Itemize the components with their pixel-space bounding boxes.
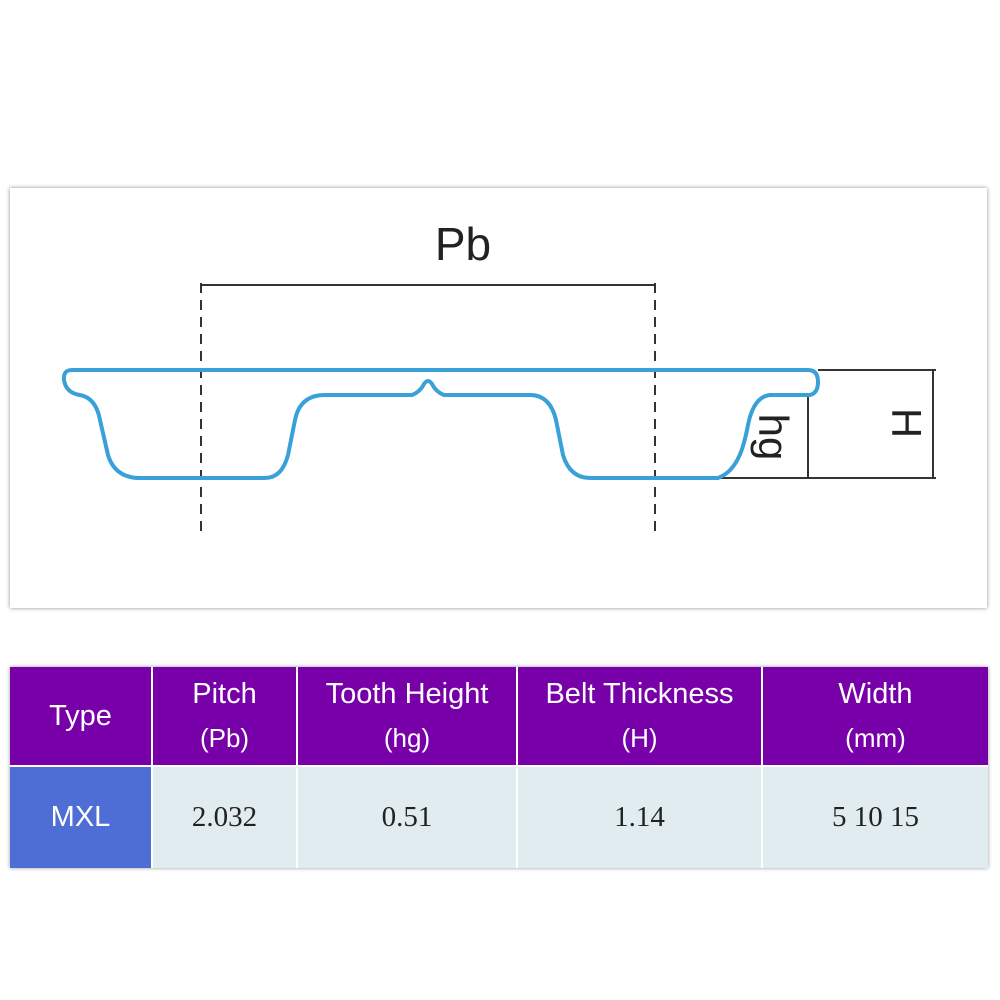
header-cell: Type (10, 667, 153, 767)
spec-table: Type Pitch (Pb) Tooth Height (hg) Belt Thickn… (10, 667, 988, 868)
header-unit: (H) (621, 723, 658, 753)
data-cell: 1.14 (516, 765, 763, 868)
header-cell: Pitch (Pb) (151, 667, 298, 767)
table-body: MXL 2.032 0.51 1.14 5 10 15 (10, 765, 988, 868)
thickness-label: H (883, 408, 930, 438)
data-cell: 5 10 15 (761, 765, 988, 868)
pitch-label: Pb (435, 218, 491, 270)
header-cell: Width (mm) (761, 667, 988, 767)
belt-profile (61, 368, 820, 480)
header-cell: Belt Thickness (H) (516, 667, 763, 767)
header-title: Tooth Height (325, 678, 489, 710)
header-unit: (Pb) (199, 723, 250, 753)
header-title: Belt Thickness (545, 678, 734, 710)
data-row: MXL 2.032 0.51 1.14 5 10 15 (10, 765, 988, 868)
header-title: Width (838, 678, 913, 710)
tooth-height-label: hg (750, 414, 797, 461)
data-cell: MXL (10, 765, 153, 868)
header-cell: Tooth Height (hg) (296, 667, 518, 767)
header-title: Type (49, 700, 112, 732)
header-unit: (mm) (845, 723, 906, 753)
diagram-panel (10, 188, 987, 608)
header-row: Type Pitch (Pb) Tooth Height (hg) Belt Thickn… (10, 667, 988, 767)
header-title: Pitch (192, 678, 257, 710)
header-unit: (hg) (383, 723, 431, 753)
data-cell: 0.51 (296, 765, 518, 868)
data-cell: 2.032 (151, 765, 298, 868)
belt-diagram: Pb hg H (61, 218, 936, 537)
